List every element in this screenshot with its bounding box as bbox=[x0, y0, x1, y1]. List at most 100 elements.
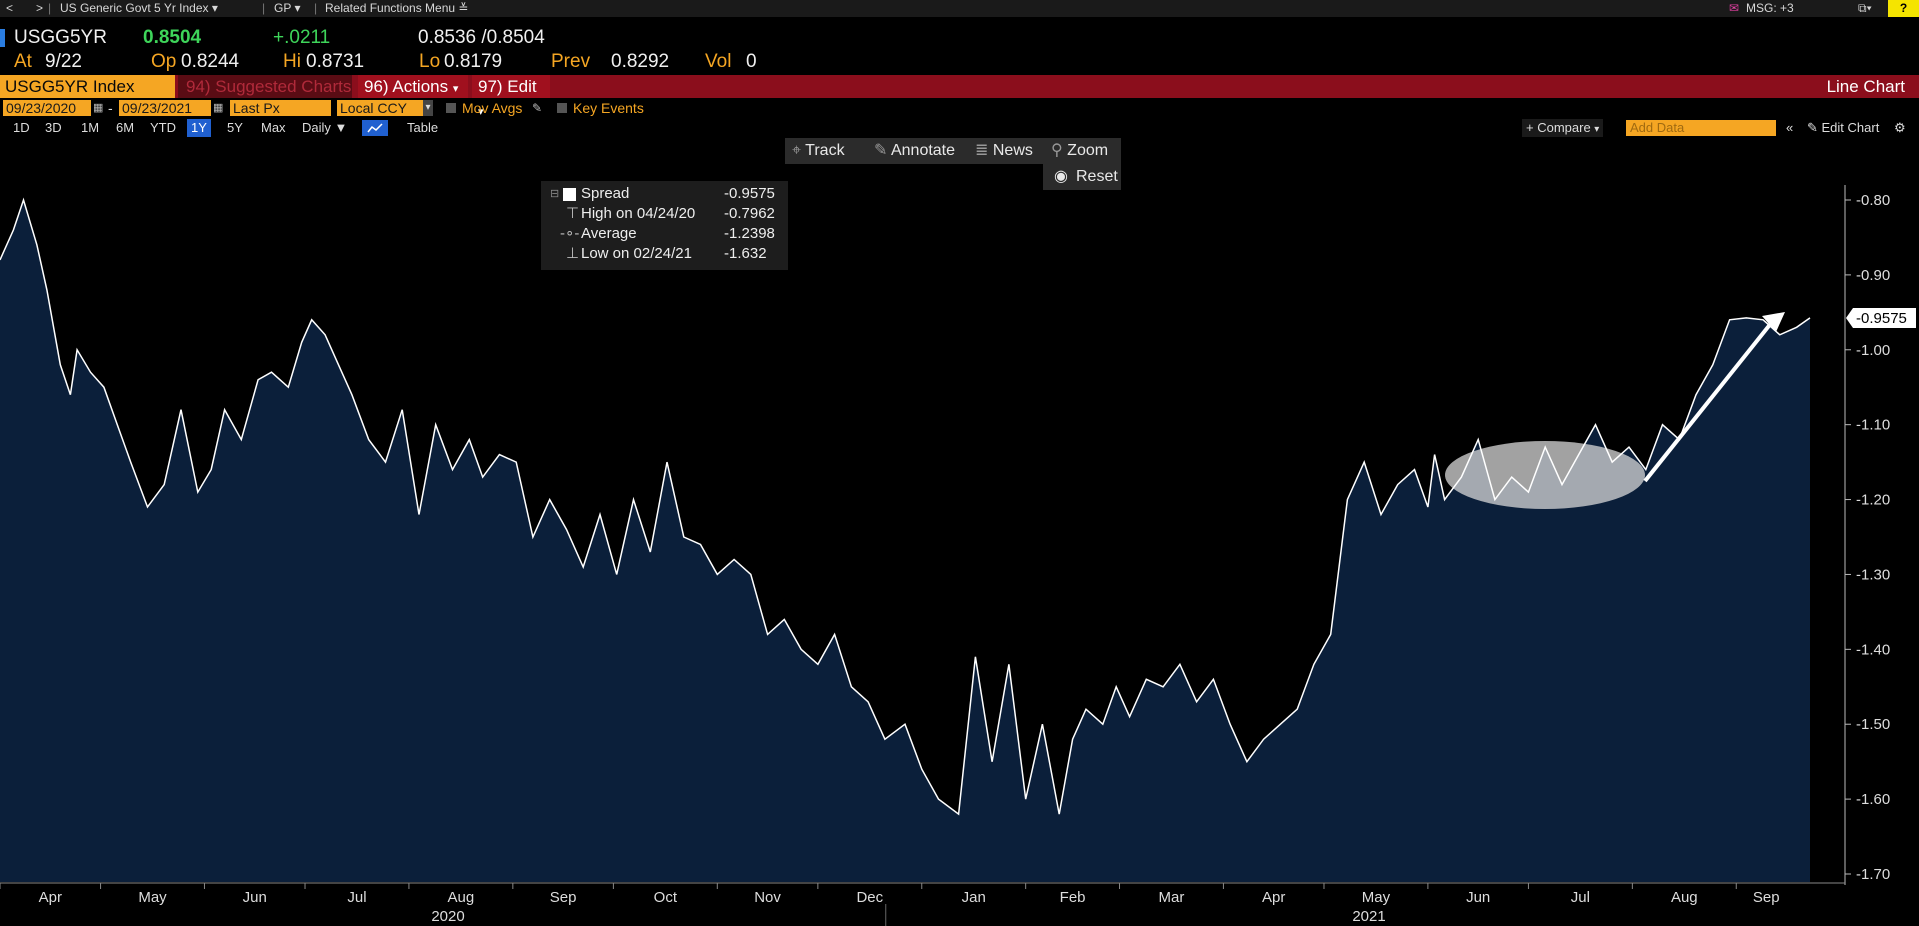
chevron-down-icon: ▾ bbox=[478, 106, 484, 118]
high-value: 0.8731 bbox=[306, 51, 365, 72]
at-value: 9/22 bbox=[45, 51, 82, 72]
function-selector[interactable]: GP ▾ bbox=[274, 1, 301, 15]
x-tick-label: Mar bbox=[1159, 889, 1185, 906]
legend-series-row[interactable]: ⊟ Spread -0.9575 bbox=[541, 184, 788, 204]
reset-button[interactable]: ◉ Reset bbox=[1043, 164, 1121, 190]
compare-label: + Compare bbox=[1526, 120, 1591, 135]
news-button[interactable]: ≣ News bbox=[975, 138, 1033, 164]
help-button[interactable]: ? bbox=[1888, 0, 1919, 17]
edit-chart-button[interactable]: ✎ Edit Chart bbox=[1807, 120, 1880, 135]
reset-icon: ◉ bbox=[1054, 168, 1068, 185]
security-selector[interactable]: US Generic Govt 5 Yr Index ▾ bbox=[60, 1, 218, 15]
legend-high-row: ⊤ High on 04/24/20 -0.7962 bbox=[541, 204, 788, 224]
y-tick-label: -1.30 bbox=[1856, 566, 1890, 583]
legend-high-label: High on 04/24/20 bbox=[581, 205, 696, 222]
period-1d[interactable]: 1D bbox=[13, 120, 30, 135]
legend-box: ⊟ Spread -0.9575 ⊤ High on 04/24/20 -0.7… bbox=[541, 181, 788, 270]
zoom-button[interactable]: ⚲ Zoom bbox=[1051, 138, 1108, 164]
pencil-icon: ✎ bbox=[874, 142, 888, 159]
ticker-input[interactable]: USGG5YR Index bbox=[0, 75, 175, 98]
forward-button[interactable]: > bbox=[36, 1, 44, 15]
series-line-spread[interactable] bbox=[0, 197, 1811, 816]
currency-select[interactable]: Local CCY bbox=[337, 100, 431, 116]
chevron-down-icon: ▾ bbox=[452, 83, 459, 95]
collapse-icon[interactable]: ⊟ bbox=[550, 188, 560, 200]
period-max[interactable]: Max bbox=[261, 120, 286, 135]
series-area-fill bbox=[0, 200, 1810, 882]
year-label: 2021 bbox=[1352, 908, 1385, 925]
x-tick-label: Oct bbox=[654, 889, 678, 906]
frequency-label: Daily bbox=[302, 120, 331, 135]
price-field-select[interactable]: Last Px bbox=[230, 100, 331, 116]
legend-low-value: -1.632 bbox=[724, 245, 767, 262]
function-name: GP bbox=[274, 1, 292, 15]
period-6m[interactable]: 6M bbox=[116, 120, 135, 135]
key-events-checkbox[interactable] bbox=[557, 103, 567, 113]
volume-label: Vol bbox=[705, 51, 732, 72]
y-tick-label: -0.90 bbox=[1856, 267, 1890, 284]
table-button[interactable]: Table bbox=[407, 120, 439, 135]
period-ytd[interactable]: YTD bbox=[150, 120, 176, 135]
track-button[interactable]: ⌖ Track bbox=[792, 138, 845, 164]
y-tick-label: -1.20 bbox=[1856, 492, 1890, 509]
last-value-badge bbox=[1846, 307, 1916, 328]
y-tick-label: -1.00 bbox=[1856, 342, 1890, 359]
collapse-icon[interactable]: « bbox=[1786, 120, 1794, 135]
line-overlay bbox=[0, 197, 1811, 816]
quote-line-2: At 9/22 Op 0.8244 Hi 0.8731 Lo 0.8179 Pr… bbox=[0, 50, 1919, 74]
period-3d[interactable]: 3D bbox=[45, 120, 62, 135]
volume-value: 0 bbox=[746, 51, 757, 72]
chart-toolbar: ⌖ Track ✎ Annotate ≣ News ⚲ Zoom bbox=[785, 138, 1121, 164]
chevron-down-icon[interactable]: ▾ bbox=[423, 100, 433, 116]
divider: | bbox=[262, 1, 266, 15]
prev-label: Prev bbox=[551, 51, 591, 72]
period-5y[interactable]: 5Y bbox=[227, 120, 243, 135]
line-chart-icon-glyph bbox=[367, 123, 383, 133]
start-date-field[interactable]: 09/23/2020 bbox=[3, 100, 91, 116]
open-label: Op bbox=[151, 51, 177, 72]
x-tick-label: May bbox=[1362, 889, 1391, 906]
bid-ask: 0.8536 /0.8504 bbox=[418, 27, 545, 48]
high-label: Hi bbox=[283, 51, 301, 72]
annotate-button[interactable]: ✎ Annotate bbox=[874, 138, 955, 164]
window-menu-icon[interactable]: ⧉▾ bbox=[1858, 1, 1872, 15]
low-value: 0.8179 bbox=[444, 51, 503, 72]
x-tick-label: Dec bbox=[856, 889, 883, 906]
mail-icon[interactable]: ✉ bbox=[1729, 1, 1740, 15]
x-tick-label: Nov bbox=[754, 889, 781, 906]
ticker-symbol: USGG5YR bbox=[14, 27, 107, 48]
frequency-select[interactable]: Daily ▼ bbox=[302, 120, 348, 135]
period-bar: 1D 3D 1M 6M YTD 1Y 5Y Max Daily ▼ Table … bbox=[0, 118, 1919, 138]
edit-menu-button[interactable]: 97) Edit ▾ bbox=[472, 75, 550, 118]
suggested-charts-button[interactable]: 94) Suggested Charts bbox=[178, 75, 352, 98]
legend-high-value: -0.7962 bbox=[724, 205, 775, 222]
divider: | bbox=[48, 1, 52, 15]
legend-low-label: Low on 02/24/21 bbox=[581, 245, 692, 262]
x-tick-label: Feb bbox=[1060, 889, 1086, 906]
related-functions-menu[interactable]: Related Functions Menu ≚ bbox=[325, 1, 469, 15]
msg-count[interactable]: MSG: +3 bbox=[1746, 1, 1794, 15]
mov-avgs-checkbox[interactable] bbox=[446, 103, 456, 113]
compare-button[interactable]: + Compare ▾ bbox=[1522, 119, 1604, 137]
legend-series-value: -0.9575 bbox=[724, 185, 775, 202]
ticker-marker bbox=[0, 29, 5, 47]
line-chart-icon[interactable] bbox=[362, 120, 388, 136]
quote-line-1: USGG5YR 0.8504 +.0211 0.8536 /0.8504 bbox=[0, 26, 1919, 50]
gear-icon[interactable]: ⚙ bbox=[1894, 120, 1906, 135]
add-data-input[interactable]: Add Data bbox=[1626, 120, 1776, 136]
calendar-icon[interactable]: ▦ bbox=[213, 102, 224, 114]
x-tick-label: Jul bbox=[347, 889, 366, 906]
actions-label: 96) Actions bbox=[364, 77, 449, 96]
pencil-icon[interactable]: ✎ bbox=[532, 101, 543, 115]
highlight-ellipse bbox=[1445, 441, 1645, 509]
end-date-field[interactable]: 09/23/2021 bbox=[119, 100, 211, 116]
y-tick-label: -1.60 bbox=[1856, 791, 1890, 808]
calendar-icon[interactable]: ▦ bbox=[93, 102, 104, 114]
period-1m[interactable]: 1M bbox=[81, 120, 100, 135]
actions-menu-button[interactable]: 96) Actions ▾ bbox=[358, 75, 468, 98]
back-button[interactable]: < bbox=[6, 1, 14, 15]
x-tick-label: Jun bbox=[243, 889, 267, 906]
period-1y[interactable]: 1Y bbox=[187, 119, 211, 137]
magnifier-icon: ⚲ bbox=[1051, 142, 1063, 159]
